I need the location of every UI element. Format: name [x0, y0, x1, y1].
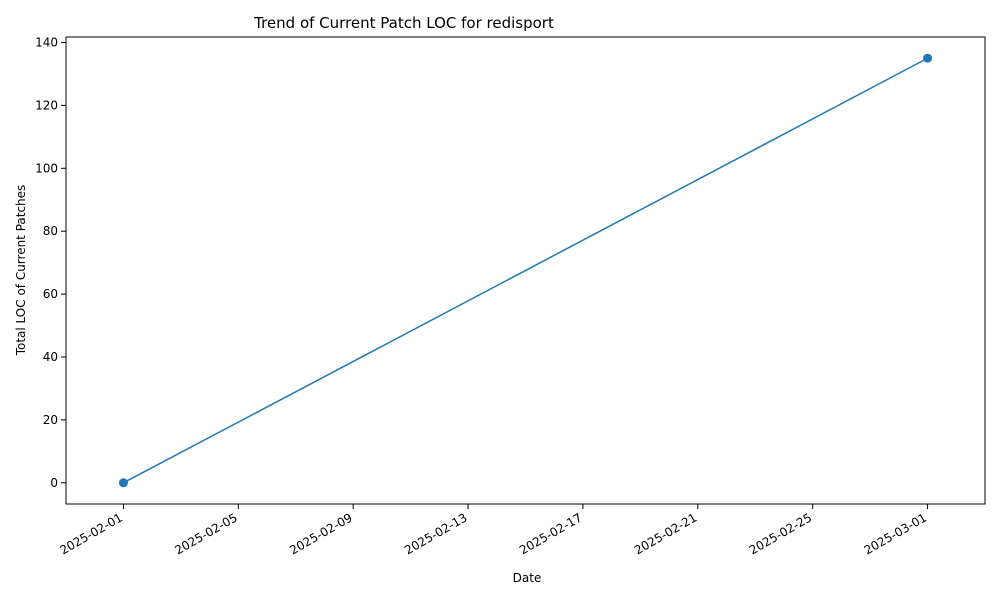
- data-point: [923, 53, 933, 63]
- x-tick-label: 2025-02-17: [517, 510, 584, 557]
- series-line: [123, 57, 928, 484]
- series-layer: [118, 53, 933, 488]
- y-tick-label: 0: [50, 476, 58, 490]
- x-tick-label: 2025-02-21: [632, 510, 699, 557]
- x-tick-label: 2025-03-01: [862, 510, 929, 557]
- y-axis: 0 20 40 60 80 100 120 140: [35, 36, 66, 490]
- x-tick-label: 2025-02-01: [58, 510, 125, 557]
- y-tick-label: 60: [43, 287, 58, 301]
- y-tick-label: 100: [35, 161, 58, 175]
- x-tick-label: 2025-02-09: [287, 510, 354, 557]
- chart-title: Trend of Current Patch LOC for redisport: [253, 14, 554, 32]
- y-axis-title: Total LOC of Current Patches: [14, 185, 28, 357]
- x-tick-label: 2025-02-05: [172, 510, 239, 557]
- y-tick-label: 120: [35, 98, 58, 112]
- x-tick-label: 2025-02-25: [747, 510, 814, 557]
- x-axis: 2025-02-01 2025-02-05 2025-02-09 2025-02-13…: [58, 504, 929, 557]
- x-axis-title: Date: [513, 571, 542, 585]
- y-tick-label: 80: [43, 224, 58, 238]
- y-tick-label: 140: [35, 36, 58, 50]
- y-tick-label: 40: [43, 350, 58, 364]
- x-tick-label: 2025-02-13: [402, 510, 469, 557]
- y-tick-label: 20: [43, 413, 58, 427]
- data-point: [118, 478, 128, 488]
